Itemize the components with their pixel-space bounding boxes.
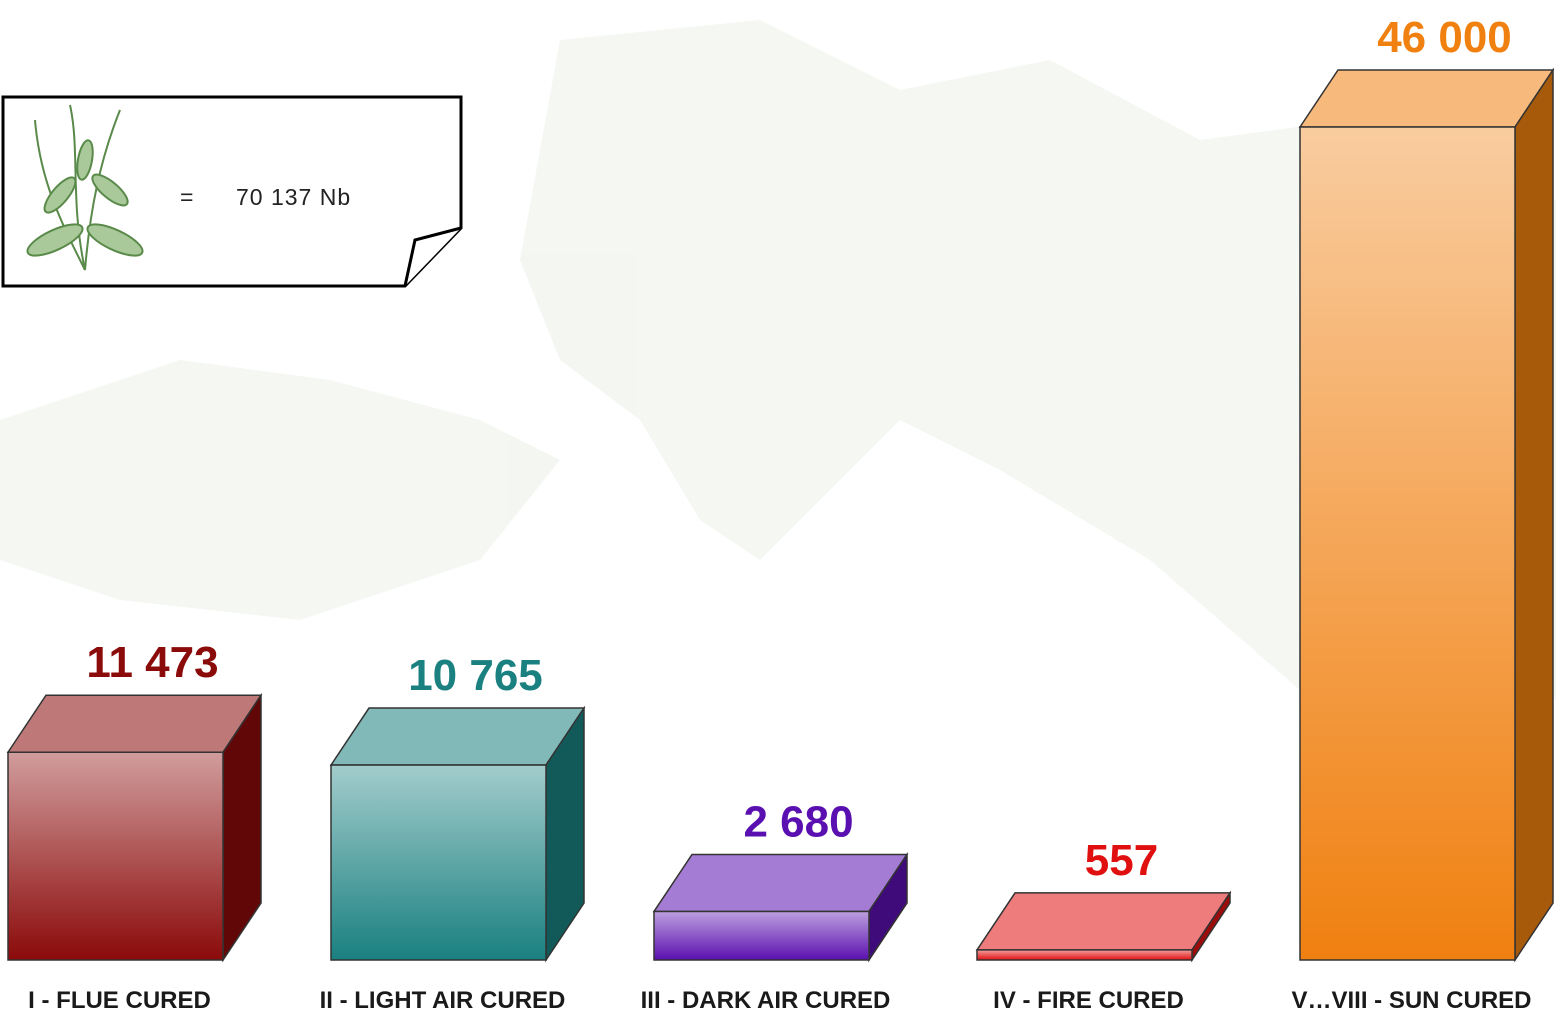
bar-front <box>1299 126 1516 961</box>
x-tick-label: V…VIII - SUN CURED <box>1291 987 1531 1014</box>
x-tick-label: II - LIGHT AIR CURED <box>320 987 566 1014</box>
bar <box>1298 67 1555 963</box>
plant-icon <box>26 104 144 271</box>
bar-top <box>6 694 263 753</box>
x-tick-label: IV - FIRE CURED <box>993 987 1184 1014</box>
bar-top <box>1298 69 1555 128</box>
bar <box>6 692 263 963</box>
value-label: 557 <box>1085 836 1158 885</box>
bar-front <box>976 949 1193 961</box>
bar-top <box>975 892 1232 951</box>
value-label: 10 765 <box>408 651 543 700</box>
bar-side <box>1514 67 1554 963</box>
bar-top <box>652 853 909 913</box>
x-tick-label: I - FLUE CURED <box>28 987 211 1014</box>
legend-symbol: = <box>180 184 194 210</box>
bar-top <box>329 707 586 766</box>
value-label: 2 680 <box>743 797 853 846</box>
value-label: 46 000 <box>1377 13 1512 62</box>
value-label: 11 473 <box>86 638 218 687</box>
bar-front <box>330 764 547 961</box>
legend-note: 70 137 Nb <box>236 184 351 210</box>
bar <box>329 705 586 963</box>
bar <box>975 890 1232 963</box>
bar-front <box>653 910 870 961</box>
background-map <box>0 20 1556 700</box>
bar <box>652 851 909 963</box>
x-tick-label: III - DARK AIR CURED <box>641 987 891 1014</box>
bar-front <box>7 751 224 961</box>
legend-box: = 70 137 Nb <box>1 95 463 288</box>
